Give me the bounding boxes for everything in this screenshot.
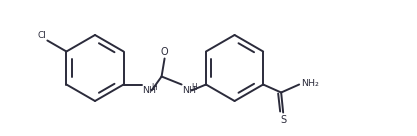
Text: Cl: Cl <box>38 30 46 39</box>
Text: S: S <box>280 115 286 124</box>
Text: O: O <box>161 47 168 56</box>
Text: NH: NH <box>183 86 196 95</box>
Text: NH₂: NH₂ <box>301 79 319 88</box>
Text: NH: NH <box>143 86 156 95</box>
Text: H: H <box>191 83 197 92</box>
Text: H: H <box>151 83 157 92</box>
